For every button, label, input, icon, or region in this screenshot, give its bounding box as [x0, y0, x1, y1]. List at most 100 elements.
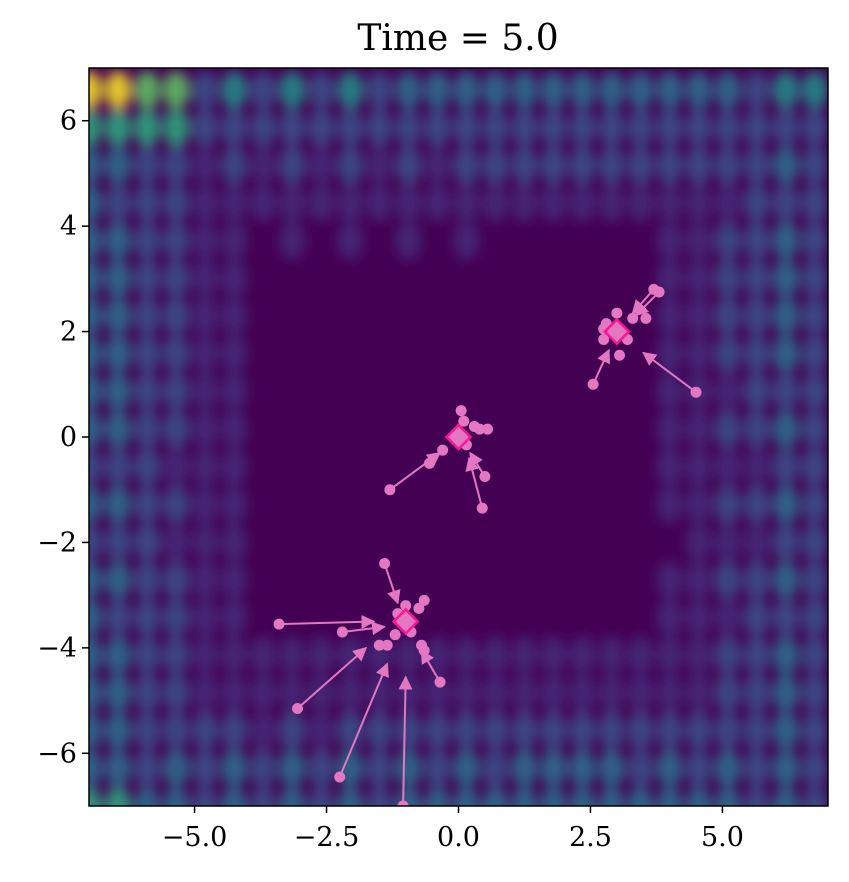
contour-blob-216: [540, 711, 567, 750]
contour-blob-363: [801, 259, 828, 298]
contour-blob-55: [134, 221, 161, 260]
x-tick-label-3: 2.5: [569, 822, 612, 853]
contour-blob-258: [656, 447, 683, 486]
contour-blob-93: [192, 297, 219, 335]
contour-blob-199: [482, 673, 509, 712]
contour-blob-215: [540, 749, 567, 788]
contour-blob-268: [656, 70, 683, 109]
trajectory-arrow-12: [383, 563, 401, 605]
contour-blob-173: [395, 183, 422, 222]
contour-blob-346: [772, 146, 799, 185]
contour-blob-282: [685, 297, 712, 335]
contour-blob-289: [714, 787, 741, 806]
contour-blob-352: [801, 673, 828, 712]
particle-19: [413, 602, 425, 614]
trajectory-arrow-5: [634, 291, 660, 317]
contour-blob-101: [221, 749, 248, 788]
contour-blob-183: [424, 146, 451, 185]
contour-blob-30: [105, 410, 131, 449]
contour-blob-249: [627, 70, 654, 109]
contour-blob-178: [424, 749, 451, 788]
contour-blob-336: [772, 523, 799, 562]
trajectory-start-6: [587, 378, 599, 390]
contour-blob-123: [250, 673, 277, 712]
contour-blob-285: [685, 183, 712, 222]
contour-blob-250: [656, 787, 683, 806]
contour-blob-48: [134, 485, 161, 524]
contour-blob-161: [366, 673, 393, 712]
contour-blob-191: [453, 221, 480, 260]
contour-blob-71: [163, 372, 190, 411]
contour-blob-59: [134, 70, 161, 109]
contour-blob-317: [743, 485, 770, 524]
contour-blob-277: [685, 485, 712, 524]
contour-blob-222: [540, 70, 567, 109]
contour-blob-279: [685, 410, 712, 449]
contour-blob-116: [221, 183, 248, 222]
contour-blob-19: [89, 70, 102, 109]
contour-blob-60: [163, 787, 190, 806]
particle-11: [627, 312, 639, 324]
contour-blob-156: [337, 108, 364, 147]
contour-blob-92: [192, 334, 219, 373]
contour-blob-229: [569, 146, 596, 185]
contour-blob-165: [366, 108, 393, 147]
trajectory-arrow-9: [296, 646, 368, 710]
contour-blob-108: [221, 485, 248, 524]
contour-blob-26: [105, 560, 131, 599]
y-tick-label-5: 4: [60, 211, 77, 242]
contour-blob-361: [801, 334, 828, 373]
contour-blob-47: [134, 523, 161, 562]
trajectory-arrow-2: [465, 456, 484, 509]
contour-blob-98: [192, 108, 219, 147]
contour-blob-76: [163, 183, 190, 222]
contour-blob-127: [250, 108, 277, 147]
contour-blob-359: [801, 410, 828, 449]
contour-blob-40: [134, 787, 161, 806]
contour-blob-154: [337, 183, 364, 222]
contour-blob-9: [89, 447, 102, 486]
trajectory-start-1: [479, 471, 491, 483]
contour-blob-140: [308, 749, 335, 788]
contour-blob-197: [482, 749, 509, 788]
contour-blob-209: [511, 636, 538, 675]
contour-blob-32: [105, 334, 131, 373]
trajectory-start-10: [334, 771, 346, 783]
contour-blob-68: [163, 485, 190, 524]
trajectory-arrow-6: [592, 348, 611, 385]
contour-blob-211: [511, 146, 538, 185]
trajectory-arrow-8: [342, 621, 386, 636]
contour-blob-294: [714, 598, 741, 637]
contour-blob-133: [279, 636, 306, 675]
trajectory-start-3: [690, 386, 702, 398]
contour-blob-303: [714, 259, 741, 298]
contour-blob-265: [656, 183, 683, 222]
contour-blob-236: [598, 636, 625, 675]
contour-blob-343: [772, 259, 799, 298]
trajectory-start-2: [476, 502, 488, 514]
contour-blob-314: [743, 598, 770, 637]
contour-blob-356: [801, 523, 828, 562]
contour-blob-152: [337, 636, 364, 675]
contour-blob-313: [743, 636, 770, 675]
contour-blob-49: [134, 447, 161, 486]
contour-blob-252: [656, 711, 683, 750]
y-tick-label-6: 6: [60, 106, 77, 137]
contour-blob-295: [714, 560, 741, 599]
contour-blob-267: [656, 108, 683, 147]
contour-blob-146: [308, 108, 335, 147]
particle-2: [458, 415, 470, 427]
contour-blob-351: [801, 711, 828, 750]
contour-blob-333: [772, 636, 799, 675]
contour-blob-20: [105, 787, 131, 806]
contour-blob-33: [105, 297, 131, 335]
contour-blob-83: [192, 673, 219, 712]
contour-blob-298: [714, 447, 741, 486]
contour-blob-24: [105, 636, 131, 675]
contour-blob-220: [540, 146, 567, 185]
particles: [373, 307, 652, 656]
contour-blob-104: [221, 636, 248, 675]
x-axis: −5.0 −2.5 0.0 2.5 5.0: [162, 806, 744, 853]
contour-blob-151: [337, 673, 364, 712]
contour-blob-112: [221, 334, 248, 373]
